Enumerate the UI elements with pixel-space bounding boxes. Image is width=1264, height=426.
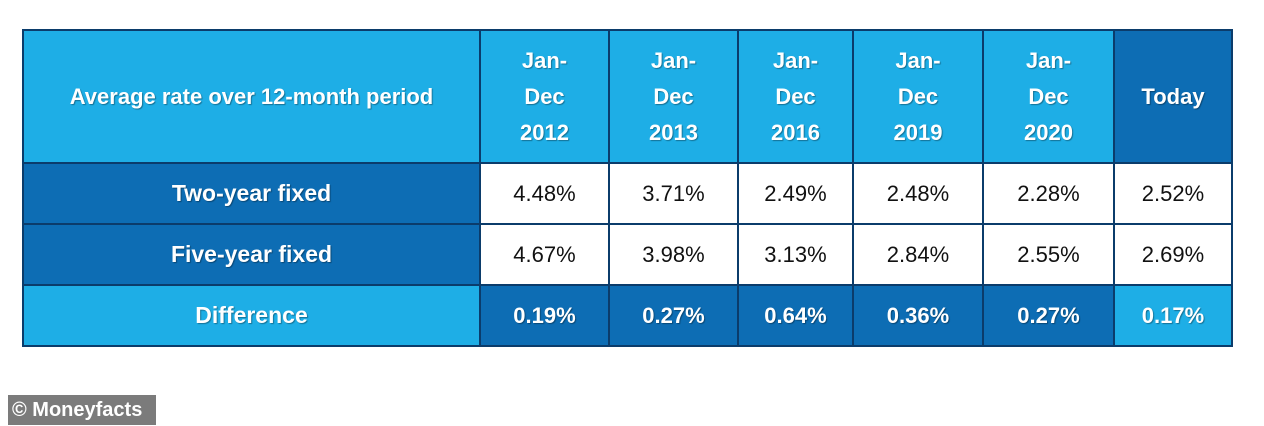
header-label: Average rate over 12-month period [69,83,434,109]
period-header-line: Today [1141,83,1205,109]
table-cell: 2.84% [852,223,984,286]
period-header-line: Dec [897,83,939,109]
difference-cell: 0.27% [982,284,1115,347]
difference-cell: 0.27% [608,284,739,347]
period-header-line: 2019 [893,119,943,145]
period-header-line: Jan- [650,47,697,73]
table-cell: 3.98% [608,223,739,286]
difference-cell: 0.19% [479,284,610,347]
period-header-line: Dec [524,83,565,109]
difference-cell: 0.64% [737,284,854,347]
row-label-five-year-fixed: Five-year fixed [22,223,481,286]
today-header-cell: Today [1113,29,1233,164]
period-header-cell: Jan- Dec 2013 [608,29,739,164]
difference-cell: 0.36% [852,284,984,347]
period-header-cell: Jan- Dec 2016 [737,29,854,164]
period-header-line: 2016 [771,119,820,145]
period-header-line: 2013 [649,119,698,145]
table-cell: 2.49% [737,162,854,225]
mortgage-rates-table: Average rate over 12-month period Jan- D… [22,29,1233,347]
difference-cell: 0.17% [1113,284,1233,347]
period-header-line: Dec [775,83,816,109]
table-row: Difference 0.19% 0.27% 0.64% 0.36% 0.27%… [22,284,1233,347]
table-cell: 2.48% [852,162,984,225]
row-label-difference: Difference [22,284,481,347]
period-header-line: Dec [653,83,694,109]
period-header-cell: Jan- Dec 2020 [982,29,1115,164]
header-label-cell: Average rate over 12-month period [22,29,481,164]
period-header-cell: Jan- Dec 2019 [852,29,984,164]
table-cell: 2.55% [982,223,1115,286]
table-cell: 2.52% [1113,162,1233,225]
period-header-line: Dec [1028,83,1069,109]
period-header-line: Jan- [521,47,568,73]
period-header-line: 2020 [1024,119,1073,145]
table-cell: 4.67% [479,223,610,286]
header-row: Average rate over 12-month period Jan- D… [22,29,1233,164]
table-cell: 4.48% [479,162,610,225]
moneyfacts-watermark: © Moneyfacts [8,395,157,425]
table-cell: 3.13% [737,223,854,286]
table-cell: 3.71% [608,162,739,225]
row-label-two-year-fixed: Two-year fixed [22,162,481,225]
period-header-line: 2012 [520,119,569,145]
table-row: Five-year fixed 4.67% 3.98% 3.13% 2.84% … [22,223,1233,286]
period-header-line: Jan- [895,47,941,73]
period-header-cell: Jan- Dec 2012 [479,29,610,164]
table-cell: 2.28% [982,162,1115,225]
table-cell: 2.69% [1113,223,1233,286]
period-header-line: Jan- [772,47,819,73]
period-header-line: Jan- [1025,47,1072,73]
table-row: Two-year fixed 4.48% 3.71% 2.49% 2.48% 2… [22,162,1233,225]
